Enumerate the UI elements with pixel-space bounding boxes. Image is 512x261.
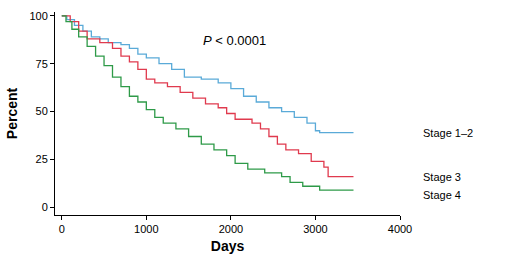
svg-text:50: 50 xyxy=(36,105,48,117)
svg-text:4000: 4000 xyxy=(388,223,412,235)
svg-text:Stage 1–2: Stage 1–2 xyxy=(423,127,473,139)
svg-text:Stage 4: Stage 4 xyxy=(423,189,461,201)
svg-text:2000: 2000 xyxy=(219,223,243,235)
svg-text:Stage 3: Stage 3 xyxy=(423,171,461,183)
svg-text:3000: 3000 xyxy=(303,223,327,235)
svg-text:Percent: Percent xyxy=(4,87,20,139)
svg-text:75: 75 xyxy=(36,58,48,70)
svg-text:25: 25 xyxy=(36,153,48,165)
svg-text:0: 0 xyxy=(42,201,48,213)
svg-text:P < 0.0001: P < 0.0001 xyxy=(203,33,266,48)
svg-text:Days: Days xyxy=(211,238,245,254)
svg-text:1000: 1000 xyxy=(134,223,158,235)
svg-text:100: 100 xyxy=(29,10,47,22)
svg-text:0: 0 xyxy=(59,223,65,235)
